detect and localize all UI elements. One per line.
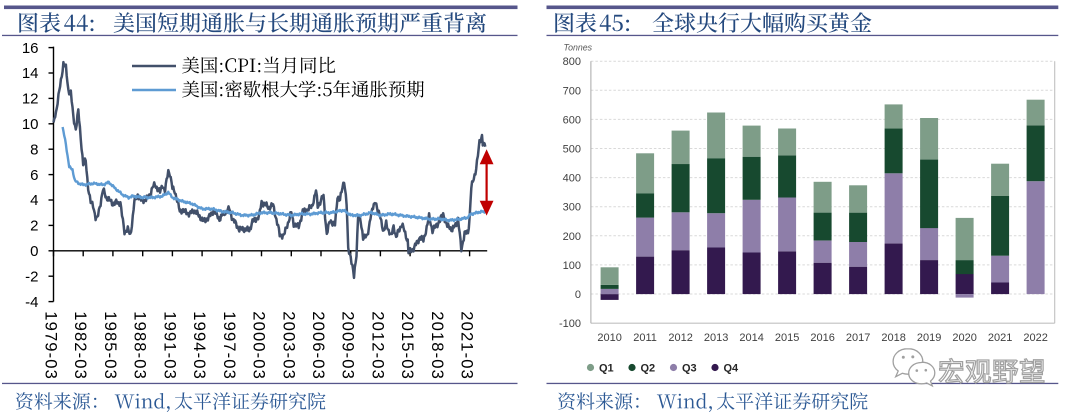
svg-text:1988-03: 1988-03: [131, 311, 150, 380]
svg-text:-4: -4: [25, 294, 38, 311]
svg-text:300: 300: [563, 202, 581, 214]
svg-text:2006-03: 2006-03: [309, 311, 328, 380]
svg-text:1991-03: 1991-03: [160, 311, 179, 380]
svg-text:400: 400: [563, 173, 581, 185]
svg-text:0: 0: [30, 243, 38, 260]
svg-text:700: 700: [563, 85, 581, 97]
svg-text:Q3: Q3: [682, 363, 697, 375]
svg-text:2: 2: [30, 218, 38, 235]
svg-text:1985-03: 1985-03: [101, 311, 120, 380]
svg-text:0: 0: [575, 289, 581, 301]
svg-text:800: 800: [563, 56, 581, 68]
svg-text:500: 500: [563, 144, 581, 156]
svg-text:2019: 2019: [917, 332, 941, 344]
svg-text:2012-03: 2012-03: [368, 311, 387, 380]
svg-text:2021-03: 2021-03: [458, 311, 477, 380]
svg-text:2009-03: 2009-03: [339, 311, 358, 380]
svg-text:2021: 2021: [988, 332, 1012, 344]
svg-text:12: 12: [22, 91, 39, 108]
svg-text:2018-03: 2018-03: [428, 311, 447, 380]
svg-text:1982-03: 1982-03: [71, 311, 90, 380]
svg-text:2010: 2010: [597, 332, 621, 344]
svg-text:14: 14: [22, 65, 39, 82]
svg-text:2013: 2013: [704, 332, 728, 344]
svg-text:2018: 2018: [881, 332, 905, 344]
svg-text:2000-03: 2000-03: [250, 311, 269, 380]
svg-text:Q1: Q1: [599, 363, 614, 375]
svg-text:2015-03: 2015-03: [398, 311, 417, 380]
svg-text:-100: -100: [559, 318, 581, 330]
svg-text:Q4: Q4: [724, 363, 740, 375]
svg-text:1979-03: 1979-03: [42, 311, 61, 380]
svg-text:2015: 2015: [775, 332, 799, 344]
svg-text:1997-03: 1997-03: [220, 311, 239, 380]
svg-text:2011: 2011: [633, 332, 657, 344]
svg-text:16: 16: [22, 40, 39, 57]
svg-text:2020: 2020: [952, 332, 976, 344]
svg-text:2022: 2022: [1023, 332, 1047, 344]
svg-text:2014: 2014: [739, 332, 763, 344]
svg-text:200: 200: [563, 231, 581, 243]
svg-text:-2: -2: [25, 268, 38, 285]
svg-text:2017: 2017: [846, 332, 870, 344]
svg-text:4: 4: [30, 192, 38, 209]
svg-text:1994-03: 1994-03: [190, 311, 209, 380]
svg-text:10: 10: [22, 116, 39, 133]
svg-text:2016: 2016: [810, 332, 834, 344]
svg-text:2003-03: 2003-03: [279, 311, 298, 380]
svg-text:8: 8: [30, 141, 38, 158]
svg-text:100: 100: [563, 260, 581, 272]
svg-text:2012: 2012: [668, 332, 692, 344]
svg-text:Q2: Q2: [641, 363, 656, 375]
svg-text:600: 600: [563, 114, 581, 126]
svg-text:Tonnes: Tonnes: [564, 43, 593, 53]
svg-text:6: 6: [30, 167, 38, 184]
